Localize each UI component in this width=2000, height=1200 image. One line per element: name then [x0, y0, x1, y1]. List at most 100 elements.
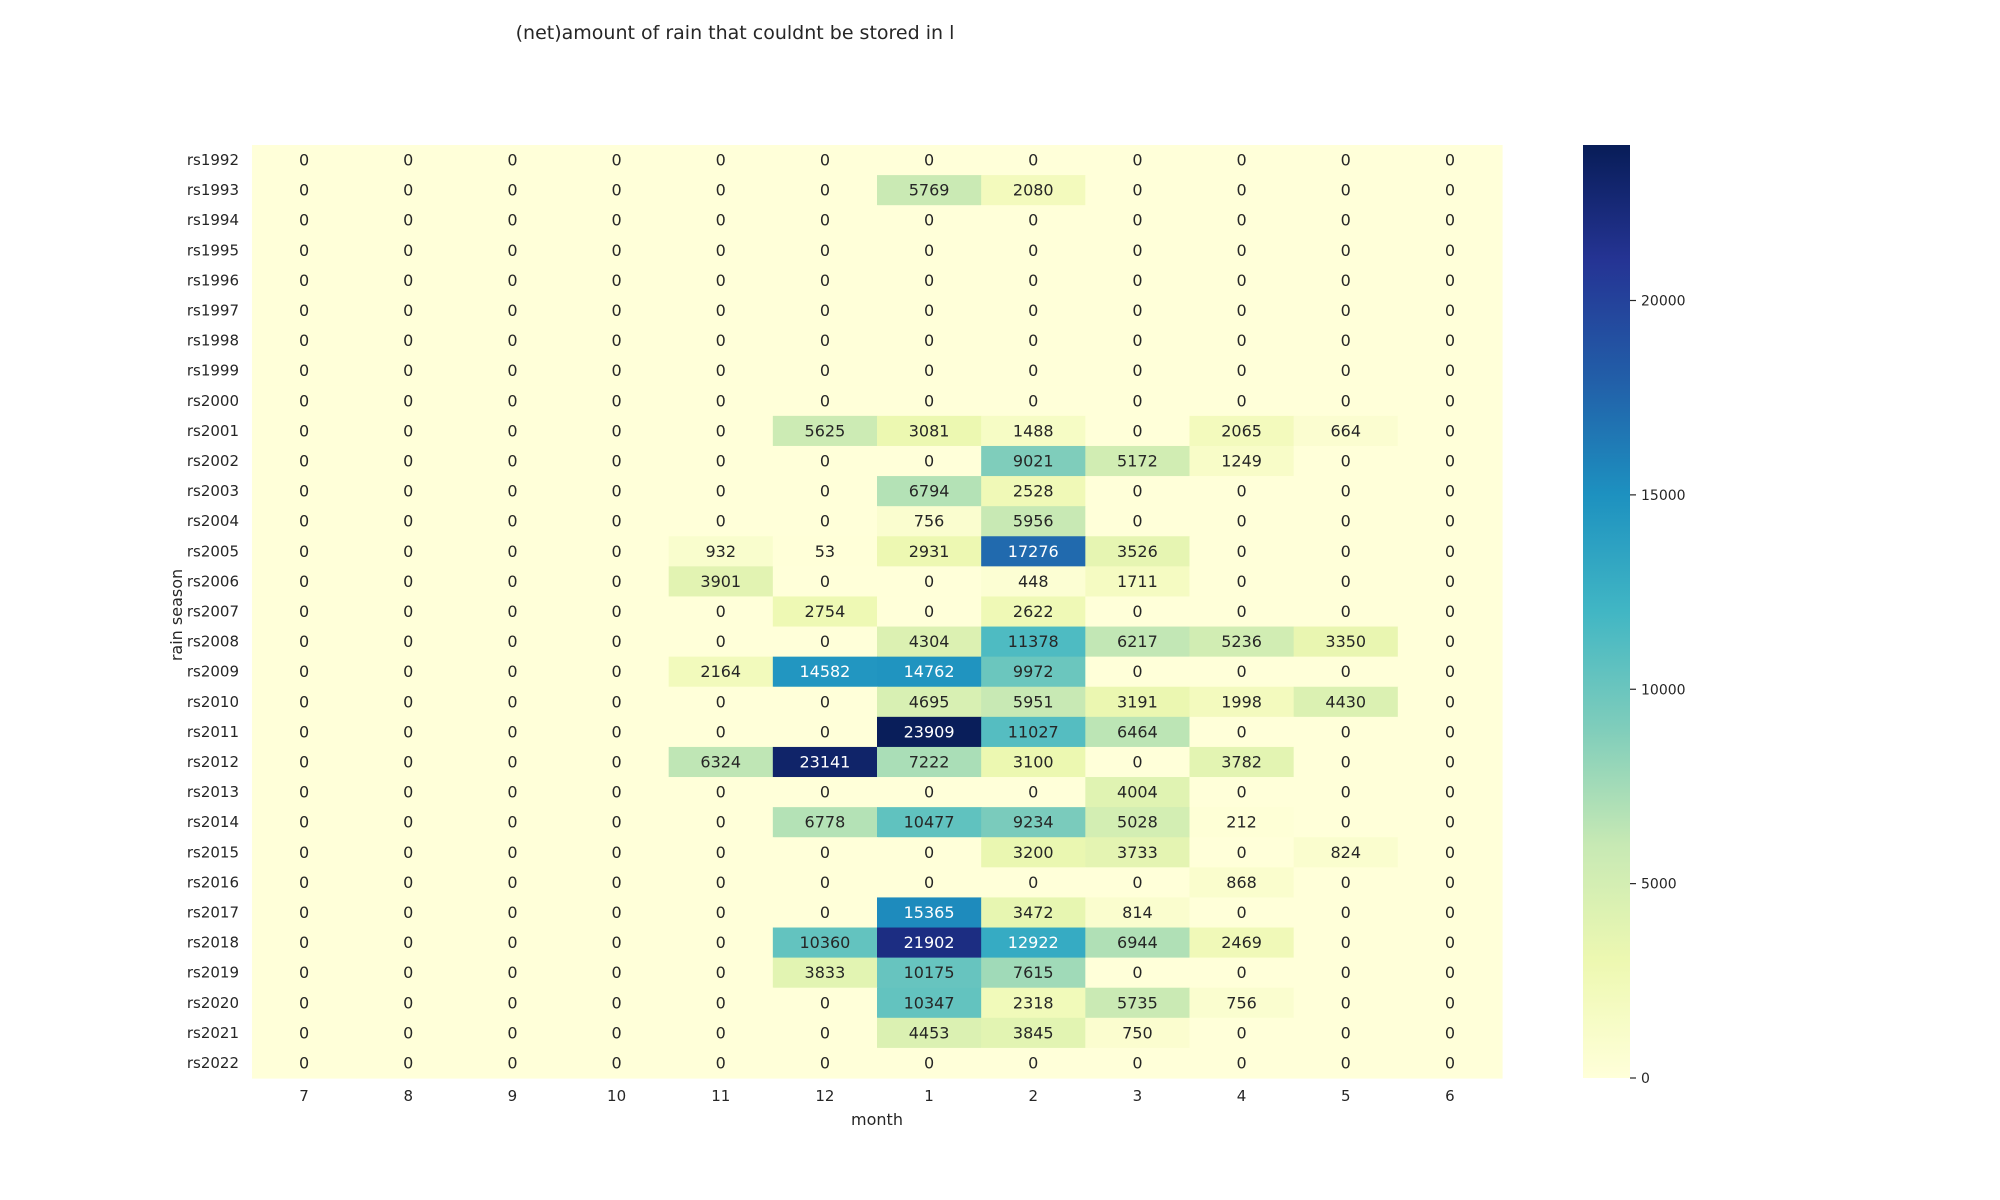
cell-value-label: 3100: [1013, 752, 1054, 771]
cell-value-label: 0: [507, 271, 517, 290]
y-tick-label: rs2000: [187, 392, 239, 410]
y-tick-label: rs2012: [187, 753, 239, 771]
cell-value-label: 0: [611, 662, 621, 681]
heatmap-cell: [981, 445, 1086, 477]
cell-value-label: 10477: [904, 813, 955, 832]
cell-value-label: 0: [1236, 602, 1246, 621]
cell-value-label: 0: [1341, 933, 1351, 952]
cell-value-label: 0: [611, 542, 621, 561]
x-tick-label: 1: [924, 1087, 934, 1105]
cell-value-label: 0: [299, 301, 309, 320]
cell-value-label: 0: [820, 783, 830, 802]
cell-value-label: 0: [403, 752, 413, 771]
heatmap-cell: [252, 716, 357, 748]
cell-value-label: 0: [1445, 542, 1455, 561]
colorbar-tick-label: 20000: [1641, 294, 1686, 310]
heatmap-cell: [252, 656, 357, 688]
heatmap-cell: [668, 777, 774, 808]
cell-value-label: 0: [1132, 391, 1142, 410]
heatmap-cell: [1085, 325, 1191, 357]
cell-value-label: 868: [1226, 873, 1257, 892]
heatmap-cell: [252, 777, 357, 808]
heatmap-cell: [877, 807, 982, 838]
heatmap-cell: [668, 716, 774, 748]
cell-value-label: 0: [1132, 482, 1142, 501]
cell-value-label: 0: [403, 542, 413, 561]
cell-value-label: 212: [1226, 813, 1257, 832]
cell-value-label: 0: [1341, 873, 1351, 892]
heatmap-cell: [877, 295, 982, 327]
heatmap-cell: [252, 506, 357, 537]
cell-value-label: 0: [820, 391, 830, 410]
cell-value-label: 14762: [904, 662, 955, 681]
cell-value-label: 0: [1445, 211, 1455, 230]
heatmap-cell: [1189, 897, 1295, 929]
heatmap-cell: [1397, 355, 1503, 387]
cell-value-label: 0: [507, 301, 517, 320]
cell-value-label: 0: [299, 752, 309, 771]
heatmap-cell: [356, 265, 461, 297]
heatmap-cell: [252, 987, 357, 1019]
y-tick-labels: rs1992 rs1993 rs1994 rs1995 rs1996 rs1997 rs19…: [187, 151, 239, 1072]
heatmap-cell: [668, 656, 774, 688]
cell-value-label: 0: [299, 873, 309, 892]
heatmap-cell: [356, 536, 461, 567]
cell-value-label: 0: [299, 512, 309, 531]
heatmap-cell: [564, 957, 670, 989]
cell-value-label: 0: [1445, 873, 1455, 892]
cell-value-label: 0: [820, 1023, 830, 1042]
heatmap-cell: [877, 626, 982, 658]
heatmap-cell: [252, 536, 357, 567]
cell-value-label: 0: [611, 993, 621, 1012]
cell-value-label: 0: [507, 933, 517, 952]
heatmap-cell: [772, 867, 878, 899]
cell-value-label: 0: [1445, 933, 1455, 952]
heatmap-cell: [356, 596, 461, 628]
heatmap-cell: [1085, 686, 1191, 718]
cell-value-label: 0: [299, 933, 309, 952]
heatmap-cell: [981, 957, 1086, 989]
x-tick-label: 3: [1133, 1087, 1143, 1105]
heatmap-cell: [356, 145, 461, 176]
cell-value-label: 3833: [805, 963, 846, 982]
cell-value-label: 0: [1341, 722, 1351, 741]
heatmap-cell: [1397, 325, 1503, 357]
heatmap-cell: [772, 927, 878, 959]
heatmap-cell: [877, 837, 982, 868]
cell-value-label: 0: [716, 873, 726, 892]
heatmap-cell: [877, 927, 982, 959]
cell-value-label: 0: [507, 211, 517, 230]
heatmap-cell: [772, 536, 878, 567]
heatmap-cell: [1085, 957, 1191, 989]
heatmap-cell: [1085, 205, 1191, 236]
heatmap-cell: [1085, 385, 1191, 417]
heatmap-cell: [1189, 235, 1295, 266]
cell-value-label: 0: [1236, 482, 1246, 501]
x-tick-label: 12: [815, 1087, 834, 1105]
heatmap-cell: [981, 596, 1086, 628]
heatmap-cell: [460, 746, 566, 778]
cell-value-label: 0: [1341, 1023, 1351, 1042]
heatmap-cell: [356, 476, 461, 507]
cell-value-label: 0: [1445, 692, 1455, 711]
heatmap-cell: [981, 897, 1086, 929]
cell-value-label: 0: [924, 391, 934, 410]
heatmap-cell: [981, 1047, 1086, 1079]
heatmap-cell: [1293, 1047, 1399, 1079]
cell-value-label: 0: [1445, 512, 1455, 531]
heatmap-cell: [1397, 626, 1503, 658]
heatmap-cell: [356, 1047, 461, 1079]
heatmap-cell: [564, 596, 670, 628]
cell-value-label: 0: [611, 391, 621, 410]
heatmap-cell: [1397, 536, 1503, 567]
cell-value-label: 4304: [909, 632, 950, 651]
cell-value-label: 1249: [1221, 452, 1262, 471]
heatmap-cell: [1189, 686, 1295, 718]
cell-value-label: 0: [1445, 843, 1455, 862]
heatmap-cell: [877, 536, 982, 567]
cell-value-label: 0: [1132, 361, 1142, 380]
cell-value-label: 932: [705, 542, 736, 561]
y-tick-label: rs2017: [187, 903, 239, 921]
cell-value-label: 0: [611, 151, 621, 170]
colorbar-tick-label: 10000: [1641, 682, 1686, 698]
